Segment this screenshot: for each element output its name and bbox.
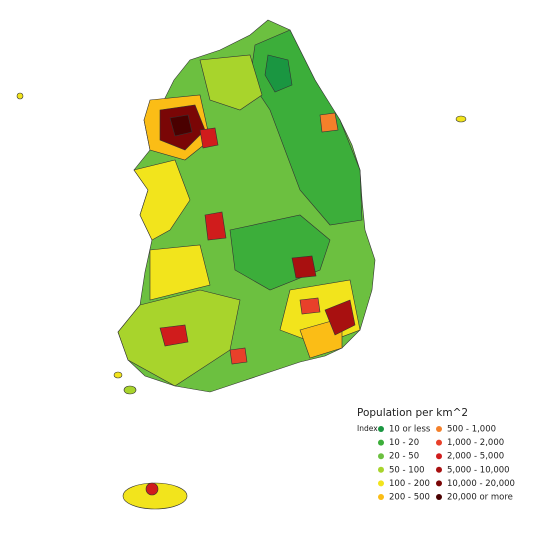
legend-label: 1,000 - 2,000 (447, 438, 504, 448)
legend-label: 20 - 50 (389, 452, 419, 462)
legend-index: Index (357, 424, 378, 433)
peninsula (117, 19, 376, 393)
legend-swatch (436, 466, 442, 473)
legend: 10 or less 10 - 20 20 - 50 50 - 100 100 - 20… (378, 425, 515, 503)
legend-swatch (378, 426, 384, 432)
legend-label: 10 - 20 (389, 438, 419, 448)
legend-swatch (436, 453, 442, 460)
islands (16, 92, 467, 510)
legend-swatch (436, 426, 442, 432)
legend-label: 10 or less (389, 425, 431, 435)
legend-label: 2,000 - 5,000 (447, 452, 504, 462)
legend-swatch (378, 439, 384, 446)
legend-swatch (378, 494, 384, 500)
legend-label: 200 - 500 (389, 493, 430, 503)
legend-swatch (378, 453, 384, 460)
legend-label: 50 - 100 (389, 465, 425, 475)
legend-label: 10,000 - 20,000 (447, 479, 515, 489)
legend-swatch (436, 480, 442, 487)
legend-label: 500 - 1,000 (447, 425, 496, 435)
legend-swatch (378, 466, 384, 473)
legend-swatch (436, 494, 442, 500)
legend-title: Population per km^2 (357, 407, 468, 419)
legend-swatch (378, 480, 384, 487)
legend-label: 5,000 - 10,000 (447, 465, 510, 475)
legend-label: 100 - 200 (389, 479, 430, 489)
legend-swatch (436, 439, 442, 446)
legend-label: 20,000 or more (447, 493, 513, 503)
